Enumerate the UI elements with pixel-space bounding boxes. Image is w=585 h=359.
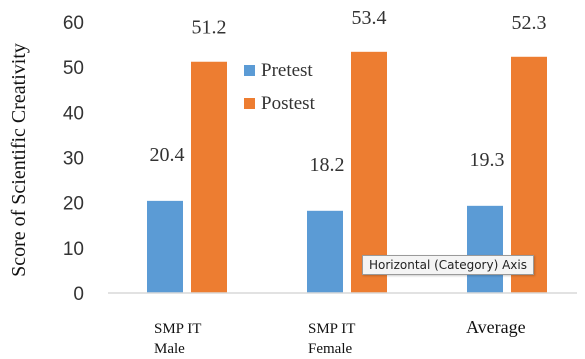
bar-postest-3[interactable]: [511, 56, 547, 293]
axis-tooltip: Horizontal (Category) Axis: [362, 255, 534, 275]
y-axis-ticks: 0 10 20 30 40 50 60: [63, 13, 84, 305]
category-label: SMP IT: [154, 321, 201, 337]
legend-swatch-postest: [244, 98, 255, 109]
bar-pretest-1[interactable]: [147, 200, 183, 293]
data-label-pretest-1: 20.4: [150, 144, 185, 166]
y-axis-label: Score of Scientific Creativity: [8, 43, 30, 277]
bar-pretest-2[interactable]: [307, 210, 343, 293]
y-tick-label: 50: [63, 58, 84, 79]
category-label: Female: [308, 341, 352, 357]
y-tick-label: 30: [63, 149, 84, 170]
data-label-pretest-2: 18.2: [310, 154, 345, 176]
bars: [147, 51, 547, 294]
data-label-postest-2: 53.4: [352, 7, 387, 29]
data-label-postest-1: 51.2: [192, 17, 227, 39]
bar-postest-1[interactable]: [191, 61, 227, 293]
legend: Pretest Postest: [244, 60, 316, 114]
y-tick-label: 20: [63, 194, 84, 215]
legend-swatch-pretest: [244, 65, 255, 76]
data-label-pretest-3: 19.3: [470, 149, 505, 171]
y-tick-label: 0: [73, 284, 84, 305]
y-tick-label: 10: [63, 239, 84, 260]
legend-label-postest: Postest: [261, 93, 316, 114]
category-label: Male: [154, 341, 185, 357]
category-labels: SMP IT Male SMP IT Female Average: [154, 317, 526, 357]
category-label: SMP IT: [308, 321, 355, 337]
bar-pretest-3[interactable]: [467, 205, 503, 293]
category-label: Average: [466, 317, 526, 337]
data-labels: 20.4 18.2 19.3 51.2 53.4 52.3: [150, 7, 547, 176]
bar-postest-2[interactable]: [351, 51, 387, 294]
y-tick-label: 60: [63, 13, 84, 34]
data-label-postest-3: 52.3: [512, 12, 547, 34]
y-tick-label: 40: [63, 103, 84, 124]
legend-label-pretest: Pretest: [261, 60, 313, 81]
